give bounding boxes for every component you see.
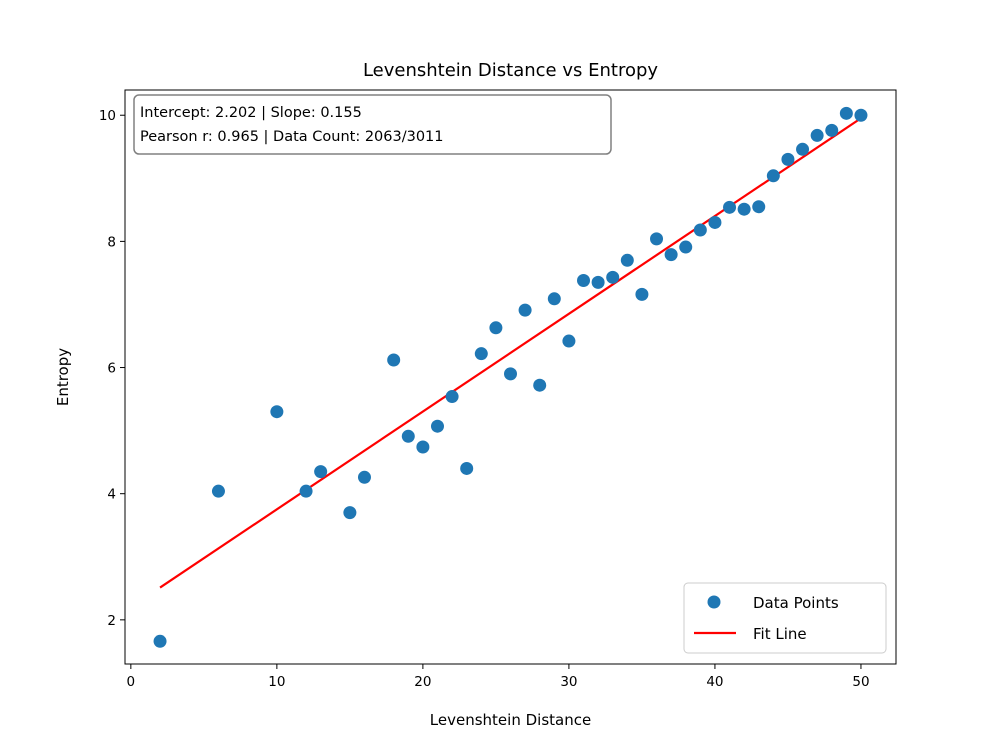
stats-annotation-line2: Pearson r: 0.965 | Data Count: 2063/3011 — [140, 129, 444, 145]
y-tick-label: 8 — [107, 234, 116, 250]
data-point — [708, 215, 722, 229]
data-point — [723, 200, 737, 214]
data-point — [489, 321, 503, 335]
x-axis-ticks: 0 10 20 30 40 50 — [127, 664, 870, 690]
x-tick-label: 0 — [127, 674, 136, 690]
data-point — [314, 465, 328, 479]
chart-title: Levenshtein Distance vs Entropy — [363, 60, 658, 81]
data-point — [606, 270, 620, 284]
data-point — [810, 128, 824, 142]
legend-label-fit-line: Fit Line — [753, 625, 807, 643]
data-point — [591, 275, 605, 289]
stats-annotation: Intercept: 2.202 | Slope: 0.155 Pearson … — [133, 94, 612, 155]
data-point — [854, 108, 868, 122]
x-tick-label: 50 — [852, 674, 869, 690]
data-point — [357, 470, 371, 484]
legend-box — [683, 582, 887, 654]
y-tick-label: 6 — [107, 361, 116, 377]
stats-annotation-line1: Intercept: 2.202 | Slope: 0.155 — [140, 105, 362, 121]
data-point — [416, 440, 430, 454]
data-point — [679, 240, 693, 254]
data-point — [737, 202, 751, 216]
data-point — [387, 353, 401, 367]
data-point — [796, 142, 810, 156]
data-point — [533, 378, 547, 392]
data-point — [562, 334, 576, 348]
data-point — [693, 223, 707, 237]
data-point — [620, 253, 634, 267]
y-tick-label: 10 — [99, 108, 116, 124]
x-tick-label: 10 — [268, 674, 285, 690]
data-point — [766, 169, 780, 183]
data-point — [401, 429, 415, 443]
y-tick-label: 2 — [107, 613, 116, 629]
data-point — [430, 419, 444, 433]
data-point — [474, 347, 488, 361]
x-tick-label: 40 — [706, 674, 723, 690]
legend: Data Points Fit Line — [683, 582, 887, 654]
legend-marker-data-points — [707, 595, 721, 609]
data-point — [577, 273, 591, 287]
data-point — [445, 390, 459, 404]
data-point — [752, 200, 766, 214]
x-tick-label: 30 — [560, 674, 577, 690]
data-point — [635, 287, 649, 301]
legend-label-data-points: Data Points — [753, 594, 839, 612]
y-axis-label: Entropy — [54, 348, 72, 406]
data-point — [211, 484, 225, 498]
data-point — [825, 123, 839, 137]
stats-annotation-box — [133, 94, 612, 155]
x-tick-label: 20 — [414, 674, 431, 690]
data-point — [547, 292, 561, 306]
data-point — [343, 506, 357, 520]
y-tick-label: 4 — [107, 487, 116, 503]
data-point — [153, 634, 167, 648]
data-point — [650, 232, 664, 246]
data-point — [270, 405, 284, 419]
data-point — [299, 484, 313, 498]
y-axis-ticks: 2 4 6 8 10 — [99, 108, 125, 629]
data-point — [839, 106, 853, 120]
axes-frame — [124, 89, 897, 665]
fit-line — [159, 117, 862, 589]
data-point — [504, 367, 517, 381]
x-axis-label: Levenshtein Distance — [430, 711, 591, 729]
data-point — [781, 152, 795, 166]
plot-area — [124, 89, 897, 665]
data-point — [460, 461, 474, 475]
data-point — [518, 303, 532, 317]
data-point — [664, 248, 678, 262]
